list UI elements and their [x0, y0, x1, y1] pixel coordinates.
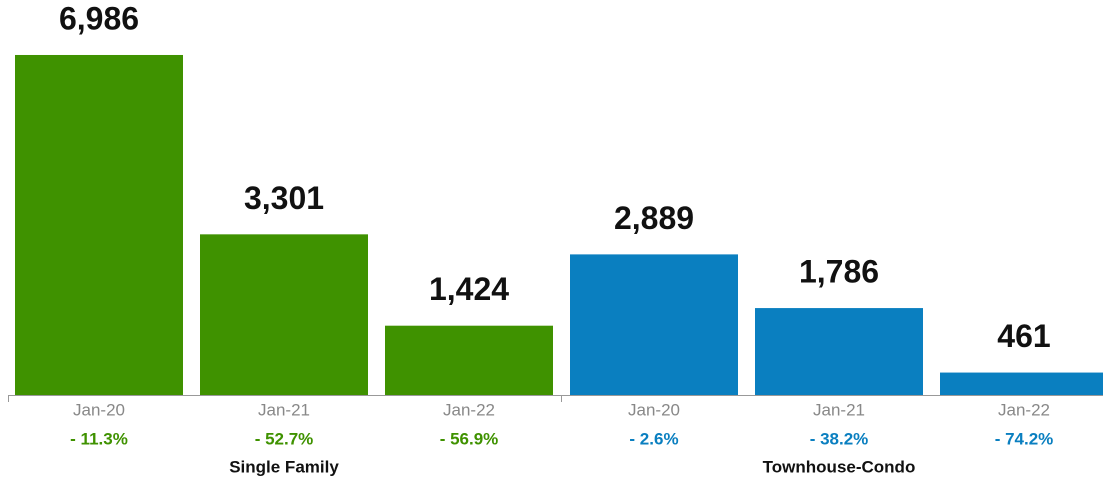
x-tick-label: Jan-20: [628, 400, 680, 419]
bar: [755, 308, 923, 395]
change-label: - 52.7%: [255, 429, 314, 448]
bar: [200, 234, 368, 395]
value-label: 3,301: [244, 180, 324, 216]
change-label: - 74.2%: [995, 429, 1054, 448]
change-label: - 2.6%: [629, 429, 678, 448]
value-label: 1,786: [799, 254, 879, 290]
value-label: 1,424: [429, 271, 509, 307]
group-label: Single Family: [229, 457, 339, 476]
x-tick-label: Jan-22: [998, 400, 1050, 419]
change-label: - 56.9%: [440, 429, 499, 448]
value-label: 2,889: [614, 200, 694, 236]
change-label: - 38.2%: [810, 429, 869, 448]
value-label: 6,986: [59, 0, 139, 36]
bar: [940, 372, 1103, 395]
x-tick-label: Jan-22: [443, 400, 495, 419]
group-label: Townhouse-Condo: [763, 457, 916, 476]
value-label: 461: [997, 318, 1050, 354]
x-tick-label: Jan-20: [73, 400, 125, 419]
bar: [570, 254, 738, 395]
change-label: - 11.3%: [70, 429, 128, 448]
x-tick-label: Jan-21: [813, 400, 865, 419]
bar: [15, 54, 183, 396]
x-tick-label: Jan-21: [258, 400, 310, 419]
bar: [385, 325, 553, 395]
